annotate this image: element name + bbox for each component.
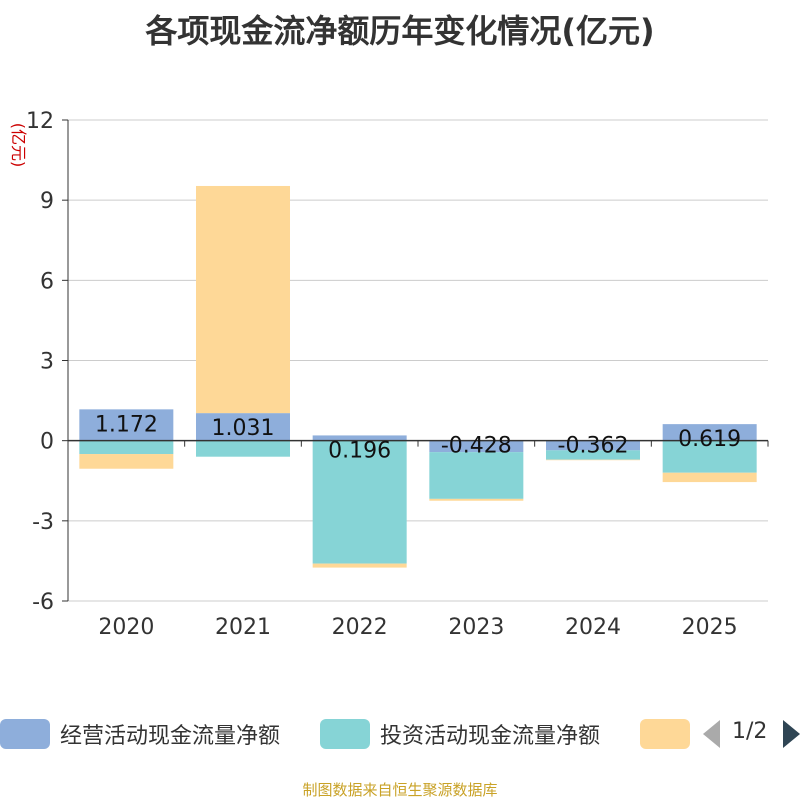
data-label: 1.031 [212, 416, 275, 441]
legend-item-third[interactable] [640, 718, 690, 750]
legend-label-operating: 经营活动现金流量净额 [60, 724, 281, 749]
bar-series0-2021[interactable] [196, 413, 290, 441]
bar-series2-2024[interactable] [546, 459, 640, 461]
bar-series1-2025[interactable] [662, 440, 757, 473]
data-label: 0.196 [328, 438, 391, 463]
y-tick-label: 3 [40, 350, 54, 375]
bar-series1-2022[interactable] [312, 440, 407, 564]
bar-series1-2023[interactable] [429, 452, 524, 499]
y-tick-label: 12 [26, 109, 54, 134]
y-axis-unit-label: (亿元) [9, 123, 28, 168]
y-tick-label: 9 [40, 189, 54, 214]
legend-swatch-operating [0, 719, 50, 749]
chart-title: 各项现金流净额历年变化情况(亿元) [145, 12, 655, 50]
x-tick-label: 2025 [682, 615, 738, 640]
bar-series0-2022[interactable] [312, 435, 407, 441]
legend-prev-page-icon[interactable] [703, 720, 720, 748]
bar-series0-2024[interactable] [546, 440, 640, 451]
bar-series2-2021[interactable] [196, 185, 290, 414]
bar-series1-2021[interactable] [196, 440, 290, 457]
legend-page-indicator: 1/2 [732, 719, 768, 744]
bar-series2-2022[interactable] [312, 563, 407, 568]
legend-swatch-investing [320, 719, 370, 749]
y-tick-label: -6 [32, 590, 54, 615]
bar-series0-2023[interactable] [429, 440, 524, 453]
bar-series2-2025[interactable] [662, 472, 757, 483]
x-tick-label: 2020 [98, 615, 154, 640]
y-tick-label: -3 [32, 510, 54, 535]
legend-swatch-third [640, 719, 690, 749]
x-tick-label: 2023 [448, 615, 504, 640]
data-label: -0.428 [441, 434, 512, 459]
bar-series0-2020[interactable] [79, 409, 174, 441]
bar-series1-2024[interactable] [546, 450, 640, 460]
data-label: 0.619 [678, 427, 741, 452]
x-tick-label: 2024 [565, 615, 621, 640]
bar-series0-2025[interactable] [662, 424, 757, 441]
y-tick-label: 0 [40, 430, 54, 455]
x-tick-label: 2021 [215, 615, 271, 640]
bar-series2-2023[interactable] [429, 498, 524, 501]
legend-label-investing: 投资活动现金流量净额 [380, 724, 601, 749]
data-label: 1.172 [95, 412, 158, 437]
y-tick-label: 6 [40, 269, 54, 294]
bar-series1-2020[interactable] [79, 440, 174, 455]
source-note: 制图数据来自恒生聚源数据库 [302, 781, 498, 799]
bar-series2-2020[interactable] [79, 454, 174, 469]
legend-item-investing[interactable]: 投资活动现金流量净额 [320, 718, 600, 750]
x-tick-label: 2022 [332, 615, 388, 640]
data-label: -0.362 [558, 434, 629, 459]
chart-plot: 12 9 6 3 0 -3 -6 2020 1.172 2021 1.031 2022 0.196 20… [9, 109, 769, 640]
legend-next-page-icon[interactable] [783, 720, 800, 748]
legend-item-operating[interactable]: 经营活动现金流量净额 [0, 718, 280, 750]
